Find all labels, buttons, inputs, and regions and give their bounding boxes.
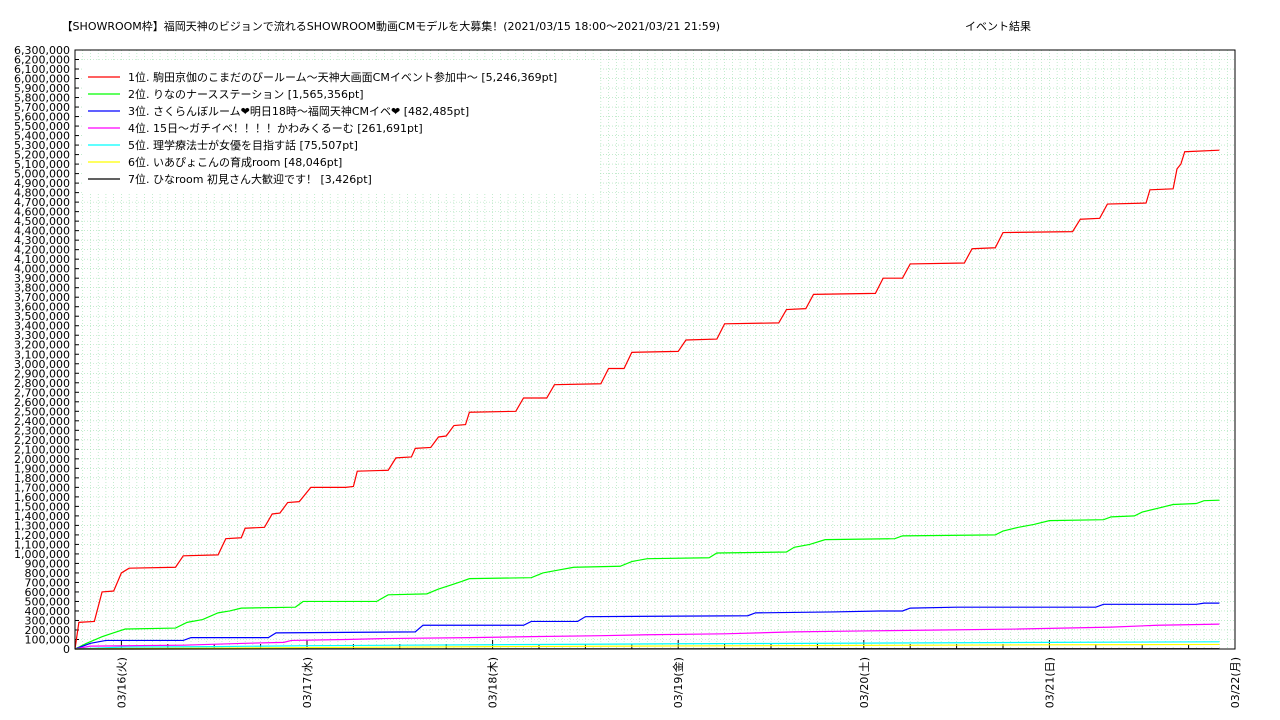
y-tick-label: 500,000 <box>25 595 71 608</box>
legend: 1位. 駒田京伽のこまだのびールーム〜天神大画面CMイベント参加中〜 [5,24… <box>88 70 557 186</box>
y-tick-label: 5,800,000 <box>14 92 70 105</box>
y-tick-label: 3,300,000 <box>14 329 70 342</box>
x-tick-label: 03/18(木) <box>487 657 500 708</box>
y-tick-label: 100,000 <box>25 633 71 646</box>
y-tick-label: 4,700,000 <box>14 196 70 209</box>
y-tick-label: 1,800,000 <box>14 472 70 485</box>
y-tick-label: 2,300,000 <box>14 424 70 437</box>
y-tick-label: 5,300,000 <box>14 139 70 152</box>
legend-label-4: 4位. 15日〜ガチイベ！！！！かわみくるーむ [261,691pt] <box>128 121 423 135</box>
x-tick-label: 03/16(火) <box>115 657 128 708</box>
y-tick-label: 800,000 <box>25 567 71 580</box>
y-tick-label: 3,600,000 <box>14 301 70 314</box>
y-tick-label: 300,000 <box>25 614 71 627</box>
y-tick-label: 4,300,000 <box>14 234 70 247</box>
y-tick-label: 6,300,000 <box>14 44 70 57</box>
y-tick-label: 1,300,000 <box>14 519 70 532</box>
y-tick-label: 6,000,000 <box>14 73 70 86</box>
y-tick-label: 3,900,000 <box>14 272 70 285</box>
series-line-4 <box>74 623 1220 650</box>
y-tick-label: 4,600,000 <box>14 206 70 219</box>
y-tick-label: 3,000,000 <box>14 358 70 371</box>
y-tick-label: 2,800,000 <box>14 377 70 390</box>
x-tick-label: 03/22(月) <box>1229 657 1242 708</box>
y-tick-label: 5,400,000 <box>14 130 70 143</box>
legend-label-2: 2位. りなのナースステーション [1,565,356pt] <box>128 87 364 101</box>
series-line-5 <box>74 641 1220 650</box>
y-tick-label: 2,600,000 <box>14 396 70 409</box>
y-tick-label: 4,400,000 <box>14 225 70 238</box>
y-tick-label: 3,500,000 <box>14 310 70 323</box>
y-tick-label: 0 <box>63 643 70 656</box>
x-tick-label: 03/17(水) <box>301 657 314 708</box>
y-tick-label: 1,000,000 <box>14 548 70 561</box>
series-line-1 <box>74 149 1220 650</box>
legend-label-5: 5位. 理学療法士が女優を目指す話 [75,507pt] <box>128 138 358 152</box>
y-tick-label: 1,600,000 <box>14 491 70 504</box>
x-axis-ticks: 03/16(火) 03/17(水) 03/18(木) 03/19(金) 03/20(土)… <box>115 640 1242 708</box>
y-tick-label: 4,100,000 <box>14 253 70 266</box>
legend-label-3: 3位. さくらんぼルーム❤明日18時〜福岡天神CMイベ❤ [482,485pt] <box>128 104 469 118</box>
y-tick-label: 5,200,000 <box>14 149 70 162</box>
legend-label-6: 6位. いあぴょこんの育成room [48,046pt] <box>128 155 342 169</box>
y-tick-label: 5,000,000 <box>14 168 70 181</box>
y-tick-label: 1,400,000 <box>14 510 70 523</box>
legend-label-7: 7位. ひなroom 初見さん大歓迎です！ [3,426pt] <box>128 172 372 186</box>
y-tick-label: 4,900,000 <box>14 177 70 190</box>
series-line-6 <box>74 643 1220 650</box>
y-tick-label: 200,000 <box>25 624 71 637</box>
y-tick-label: 2,500,000 <box>14 405 70 418</box>
y-tick-label: 1,500,000 <box>14 500 70 513</box>
y-tick-label: 2,900,000 <box>14 367 70 380</box>
legend-box <box>82 60 598 193</box>
y-tick-label: 700,000 <box>25 576 71 589</box>
y-tick-label: 6,100,000 <box>14 63 70 76</box>
y-tick-label: 400,000 <box>25 605 71 618</box>
y-tick-label: 3,400,000 <box>14 320 70 333</box>
y-tick-label: 2,100,000 <box>14 443 70 456</box>
x-tick-label: 03/20(土) <box>858 657 871 708</box>
y-tick-label: 600,000 <box>25 586 71 599</box>
legend-label-1: 1位. 駒田京伽のこまだのびールーム〜天神大画面CMイベント参加中〜 [5,24… <box>128 70 557 84</box>
y-tick-label: 5,100,000 <box>14 158 70 171</box>
series-line-3 <box>74 602 1220 650</box>
y-tick-label: 1,100,000 <box>14 538 70 551</box>
y-tick-label: 5,700,000 <box>14 101 70 114</box>
y-tick-label: 3,100,000 <box>14 348 70 361</box>
y-tick-label: 5,900,000 <box>14 82 70 95</box>
y-tick-label: 1,900,000 <box>14 462 70 475</box>
x-tick-label: 03/21(日) <box>1043 657 1056 708</box>
grid <box>75 50 1235 649</box>
y-tick-label: 4,200,000 <box>14 244 70 257</box>
y-tick-label: 2,700,000 <box>14 386 70 399</box>
y-tick-label: 900,000 <box>25 557 71 570</box>
chart-title: 【SHOWROOM枠】福岡天神のビジョンで流れるSHOWROOM動画CMモデルを… <box>62 19 720 33</box>
y-axis-ticks: 0100,000200,000300,000400,000500,000600,… <box>14 44 79 656</box>
y-tick-label: 6,200,000 <box>14 54 70 67</box>
y-tick-label: 4,000,000 <box>14 263 70 276</box>
y-tick-label: 2,200,000 <box>14 434 70 447</box>
y-tick-label: 5,600,000 <box>14 111 70 124</box>
series-line-2 <box>74 499 1220 650</box>
y-tick-label: 5,500,000 <box>14 120 70 133</box>
chart-subtitle: イベント結果 <box>965 19 1031 33</box>
y-tick-label: 3,800,000 <box>14 282 70 295</box>
series-lines <box>74 149 1220 650</box>
y-tick-label: 1,700,000 <box>14 481 70 494</box>
plot-frame <box>74 49 1236 650</box>
y-tick-label: 4,500,000 <box>14 215 70 228</box>
y-tick-label: 1,200,000 <box>14 529 70 542</box>
y-tick-label: 3,700,000 <box>14 291 70 304</box>
y-tick-label: 2,000,000 <box>14 453 70 466</box>
x-tick-label: 03/19(金) <box>671 657 685 708</box>
y-tick-label: 4,800,000 <box>14 187 70 200</box>
y-tick-label: 3,200,000 <box>14 339 70 352</box>
y-tick-label: 2,400,000 <box>14 415 70 428</box>
